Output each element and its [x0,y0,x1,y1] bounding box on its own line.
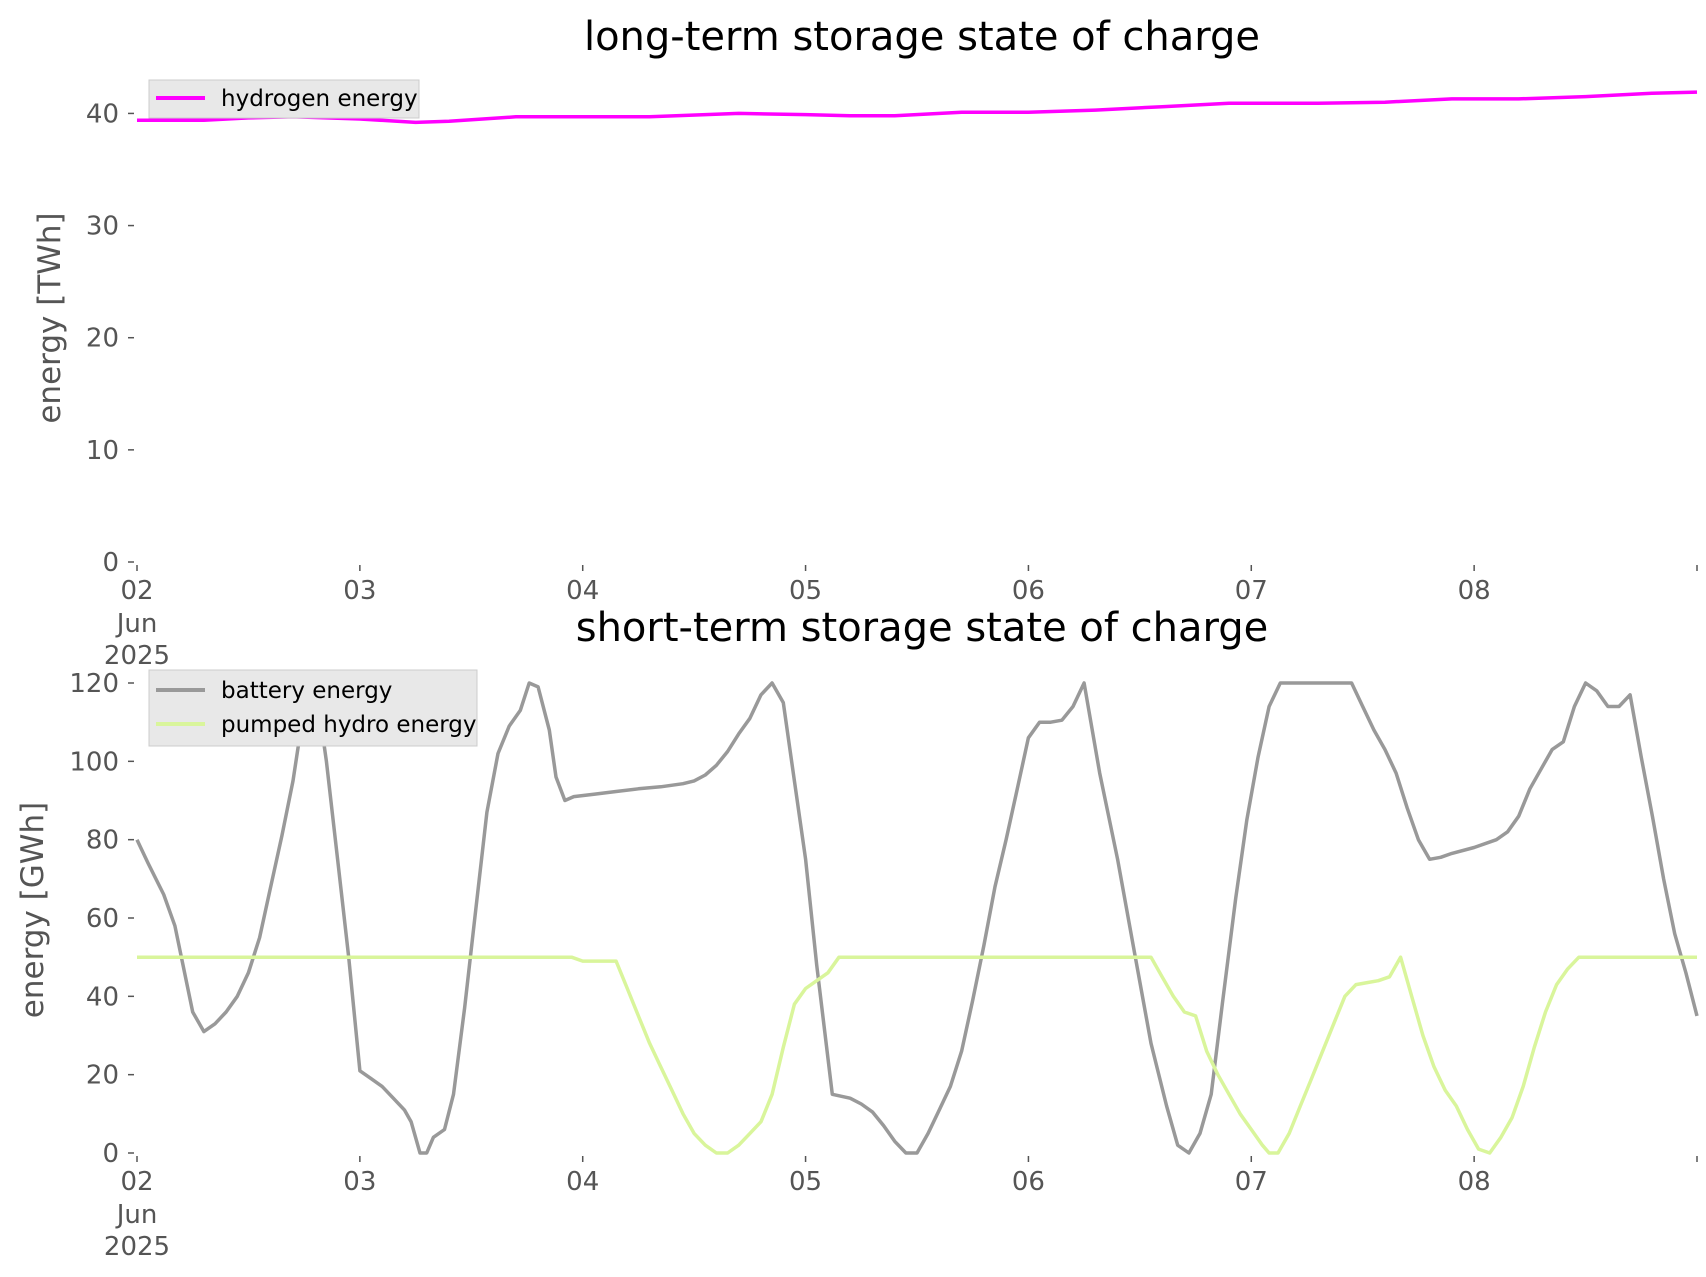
x-tick-label: 04 [566,576,599,606]
y-tick-label: 60 [86,904,119,934]
series-line-battery-energy [135,681,1699,1155]
x-tick-label: 03 [343,576,376,606]
series-line-hydrogen-energy [137,90,1698,125]
x-tick-label: 07 [1235,1167,1268,1197]
y-tick-label: 120 [69,669,119,699]
legend[interactable]: hydrogen energy [148,79,420,119]
y-tick-label: 0 [102,1139,119,1169]
y-tick-label: 20 [86,1061,119,1091]
series-layer [137,90,1698,125]
y-tick-label: 40 [86,982,119,1012]
x-tick-label: 06 [1012,1167,1045,1197]
x-tick-label: 05 [789,1167,822,1197]
y-tick-label: 100 [69,747,119,777]
x-tick-label: 07 [1235,576,1268,606]
x-tick-label: 08 [1458,1167,1491,1197]
x-tick-label-month: Jun [115,609,158,639]
y-tick-label: 10 [86,436,119,466]
legend[interactable]: battery energy pumped hydro energy [148,669,478,747]
x-tick-label-year: 2025 [104,641,170,671]
x-tick-label: 04 [566,1167,599,1197]
x-tick-label: 02 [120,576,153,606]
y-axis-label: energy [TWh] [32,212,68,423]
long-term-storage-chart: long-term storage state of charge energy… [32,14,1698,671]
legend-box [148,669,478,747]
series-layer [135,681,1699,1155]
x-tick-label: 08 [1458,576,1491,606]
y-tick-label: 0 [102,548,119,578]
x-tick-label: 03 [343,1167,376,1197]
x-tick-label: 02 [120,1167,153,1197]
x-tick-label-month: Jun [115,1200,158,1230]
x-tick-label-year: 2025 [104,1232,170,1262]
y-tick-label: 80 [86,826,119,856]
chart-title: short-term storage state of charge [576,605,1269,651]
x-tick-label: 05 [789,576,822,606]
legend-item-pumped-hydro-energy: pumped hydro energy [221,712,477,738]
legend-item-battery-energy: battery energy [221,678,392,704]
chart-title: long-term storage state of charge [584,14,1260,60]
short-term-storage-chart: short-term storage state of charge energ… [15,605,1699,1262]
y-axis-label: energy [GWh] [15,802,51,1018]
legend-item-hydrogen-energy: hydrogen energy [221,86,418,112]
y-tick-label: 20 [86,324,119,354]
x-tick-label: 06 [1012,576,1045,606]
series-line-pumped-hydro-energy [137,955,1697,1155]
y-tick-label: 40 [86,99,119,129]
y-tick-label: 30 [86,212,119,242]
